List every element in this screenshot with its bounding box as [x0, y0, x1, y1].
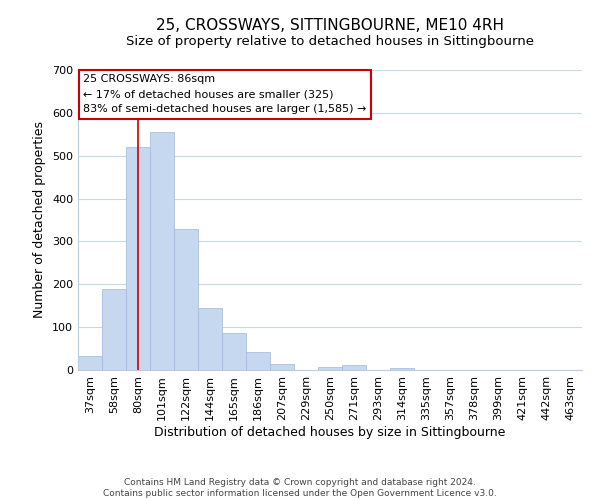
Bar — [150, 132, 174, 370]
Text: 25, CROSSWAYS, SITTINGBOURNE, ME10 4RH: 25, CROSSWAYS, SITTINGBOURNE, ME10 4RH — [156, 18, 504, 32]
Bar — [198, 308, 222, 370]
Text: Size of property relative to detached houses in Sittingbourne: Size of property relative to detached ho… — [126, 35, 534, 48]
Bar — [174, 230, 198, 370]
Y-axis label: Number of detached properties: Number of detached properties — [34, 122, 46, 318]
Bar — [78, 356, 102, 370]
Bar — [222, 333, 246, 370]
Bar — [270, 364, 294, 370]
Bar — [246, 352, 270, 370]
Bar — [390, 368, 414, 370]
X-axis label: Distribution of detached houses by size in Sittingbourne: Distribution of detached houses by size … — [154, 426, 506, 438]
Bar — [342, 366, 366, 370]
Text: 25 CROSSWAYS: 86sqm
← 17% of detached houses are smaller (325)
83% of semi-detac: 25 CROSSWAYS: 86sqm ← 17% of detached ho… — [83, 74, 367, 114]
Bar — [102, 288, 126, 370]
Bar — [318, 366, 342, 370]
Bar — [126, 147, 150, 370]
Text: Contains HM Land Registry data © Crown copyright and database right 2024.
Contai: Contains HM Land Registry data © Crown c… — [103, 478, 497, 498]
